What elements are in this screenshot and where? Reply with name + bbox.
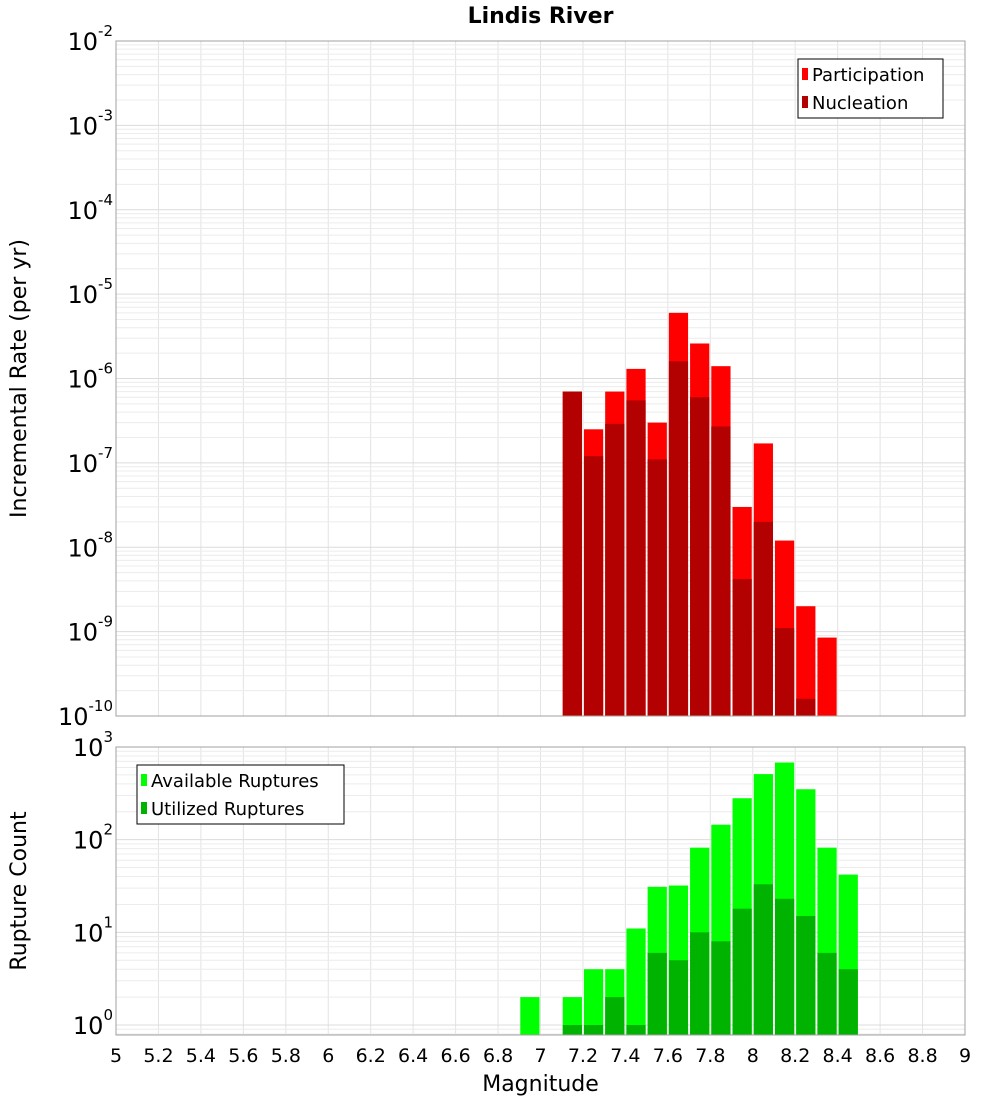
bar [626, 400, 646, 716]
y-axis-title: Rupture Count [7, 811, 32, 971]
bar [583, 456, 604, 716]
x-tick-label: 6.4 [398, 1045, 428, 1067]
y-tick-label: 10-4 [67, 191, 113, 225]
y-tick-label: 10-5 [67, 275, 113, 309]
bar [796, 606, 816, 716]
bar [668, 361, 689, 716]
bar [774, 898, 795, 1035]
bar [732, 908, 752, 1035]
bar [753, 521, 773, 716]
y-tick-label: 103 [73, 728, 113, 762]
series-nucleation [562, 361, 816, 716]
bar [690, 397, 710, 716]
x-tick-label: 6.8 [483, 1045, 513, 1067]
legend-swatch [802, 68, 808, 80]
bar [668, 960, 689, 1035]
bar [711, 426, 731, 716]
x-tick-label: 7.8 [695, 1045, 725, 1067]
x-tick-label: 7.2 [568, 1045, 598, 1067]
legend: Participation Nucleation [797, 58, 944, 119]
bar [690, 932, 710, 1035]
legend-box [797, 58, 944, 119]
bar [817, 637, 837, 716]
y-tick-label: 10-9 [67, 613, 113, 647]
bar [605, 423, 625, 716]
x-axis-title: Magnitude [482, 1072, 599, 1097]
y-tick-label: 100 [73, 1006, 113, 1040]
x-tick-label: 5.6 [228, 1045, 258, 1067]
bar [626, 928, 646, 1035]
y-tick-label: 10-2 [67, 22, 113, 56]
x-tick-label: 5.2 [143, 1045, 173, 1067]
bar [753, 884, 773, 1035]
bar [583, 1025, 604, 1035]
bar [626, 1025, 646, 1035]
y-tick-label: 10-3 [67, 106, 113, 140]
x-tick-label: 9 [959, 1045, 971, 1067]
bar [732, 579, 752, 716]
y-tick-label: 10-8 [67, 528, 113, 562]
legend-label: Utilized Ruptures [151, 799, 304, 820]
x-tick-label: 8.6 [865, 1045, 895, 1067]
x-tick-label: 5.4 [186, 1045, 216, 1067]
chart-title: Lindis River [468, 4, 614, 29]
bar [796, 698, 816, 716]
y-tick-label: 101 [73, 913, 113, 947]
series-utilized-ruptures [562, 884, 858, 1035]
x-tick-label: 7.4 [610, 1045, 640, 1067]
x-tick-label: 8 [747, 1045, 759, 1067]
x-tick-label: 8.8 [907, 1045, 937, 1067]
x-tick-label: 7 [534, 1045, 546, 1067]
bar [583, 969, 604, 1035]
chart-panel-1: 10-10 10-9 10-8 10-7 10-6 10-5 10-4 10-3 10-2 Lin… [7, 4, 966, 731]
legend-swatch [802, 96, 808, 108]
legend-swatch [141, 774, 147, 786]
legend-box [136, 764, 345, 825]
bar [647, 952, 667, 1035]
y-tick-label: 10-6 [67, 360, 113, 394]
x-tick-label: 8.2 [780, 1045, 810, 1067]
x-tick-label: 5 [110, 1045, 122, 1067]
bar [605, 997, 625, 1035]
legend-swatch [141, 802, 147, 814]
plot-frame [115, 746, 966, 1036]
legend-label: Participation [812, 65, 924, 86]
bar [711, 941, 731, 1035]
x-tick-label: 6 [322, 1045, 334, 1067]
x-tick-label: 6.2 [356, 1045, 386, 1067]
plot-frame [115, 40, 966, 717]
bar [774, 628, 795, 716]
bar [796, 916, 816, 1035]
x-tick-label: 8.4 [823, 1045, 853, 1067]
legend-label: Available Ruptures [151, 771, 319, 792]
bar [817, 952, 837, 1035]
bar [562, 391, 582, 716]
bar [562, 1025, 582, 1035]
grid-lines [115, 40, 966, 717]
bar [838, 969, 858, 1035]
y-axis-title: Incremental Rate (per yr) [7, 239, 32, 518]
bar [647, 459, 667, 716]
x-tick-label: 7.6 [653, 1045, 683, 1067]
legend-label: Nucleation [812, 93, 908, 114]
bar [520, 997, 540, 1035]
x-tick-label: 5.8 [271, 1045, 301, 1067]
legend: Available Ruptures Utilized Ruptures [136, 764, 345, 825]
y-tick-label: 10-10 [58, 697, 113, 731]
y-tick-label: 10-7 [67, 444, 113, 478]
x-tick-label: 6.6 [440, 1045, 470, 1067]
y-tick-label: 102 [73, 821, 113, 855]
